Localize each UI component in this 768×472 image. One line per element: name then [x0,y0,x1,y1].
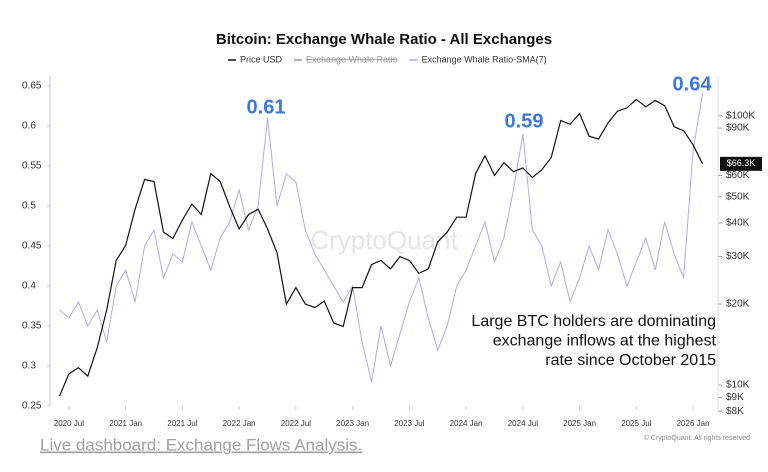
y2-tick-label: $40K [726,218,750,229]
x-tick-label: 2023 Jan [336,419,369,428]
legend-label: Exchange Whale Ratio-SMA(7) [422,54,547,64]
x-tick-label: 2023 Jul [394,419,424,428]
x-tick-label: 2022 Jan [223,419,256,428]
legend-label: Price USD [240,54,283,64]
watermark: CryptoQuant [310,225,458,255]
y-tick-label: 0.4 [22,281,36,292]
y2-tick-label: $30K [726,251,750,262]
y2-tick-label: $20K [726,299,750,310]
chart-title: Bitcoin: Exchange Whale Ratio - All Exch… [216,31,552,48]
x-tick-label: 2021 Jan [109,419,142,428]
y2-tick-label: $60K [726,170,750,181]
y2-tick-label: $90K [726,123,750,134]
y-tick-label: 0.65 [22,81,42,92]
price-tag-label: $66.3K [727,158,756,168]
y-tick-label: 0.3 [22,361,36,372]
x-tick-label: 2025 Jul [621,419,651,428]
y2-tick-label: $9K [726,392,744,403]
x-tick-label: 2020 Jul [54,419,84,428]
copyright: © CryptoQuant. All rights reserved [644,434,750,442]
y-tick-label: 0.25 [22,401,42,412]
y-tick-label: 0.55 [22,161,42,172]
x-tick-label: 2025 Jan [563,419,596,428]
y-tick-label: 0.45 [22,241,42,252]
note-line: Large BTC holders are dominating [471,313,716,330]
y2-tick-label: $10K [726,380,750,391]
note-line: exchange inflows at the highest [493,333,717,350]
x-tick-label: 2024 Jul [508,419,538,428]
legend-label: Exchange Whale Ratio [306,54,398,64]
peak-annotation: 0.59 [505,110,544,132]
peak-annotation: 0.61 [247,96,286,118]
x-tick-label: 2022 Jul [281,419,311,428]
x-tick-label: 2024 Jan [450,419,483,428]
y-tick-label: 0.6 [22,121,36,132]
series-line [59,93,703,383]
price-tag-box [720,156,762,171]
y2-tick-label: $50K [726,191,750,202]
x-tick-label: 2021 Jul [167,419,197,428]
y-tick-label: 0.35 [22,321,42,332]
peak-annotation: 0.64 [673,73,713,95]
y2-tick-label: $8K [726,406,744,417]
y-tick-label: 0.5 [22,201,36,212]
y2-tick-label: $100K [726,110,755,121]
x-tick-label: 2026 Jan [677,419,710,428]
dashboard-link[interactable]: Live dashboard: Exchange Flows Analysis. [40,435,362,454]
note-line: rate since October 2015 [545,352,716,369]
series-line [58,98,704,397]
